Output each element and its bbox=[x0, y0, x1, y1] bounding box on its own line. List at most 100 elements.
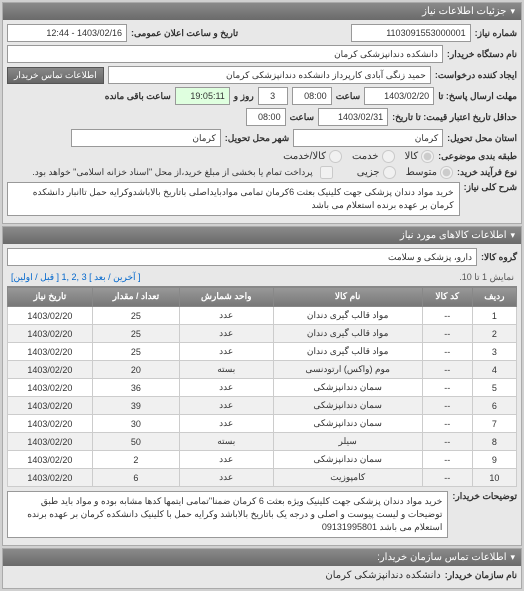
table-row[interactable]: 7--سمان دندانپزشکیعدد301403/02/20 bbox=[8, 415, 517, 433]
table-cell: عدد bbox=[179, 307, 273, 325]
table-cell: سمان دندانپزشکی bbox=[273, 379, 422, 397]
remain-time: 19:05:11 bbox=[175, 87, 230, 105]
goods-table: ردیفکد کالانام کالاواحد شمارشتعداد / مقد… bbox=[7, 286, 517, 487]
table-cell: 50 bbox=[92, 433, 179, 451]
table-cell: 36 bbox=[92, 379, 179, 397]
table-cell: 25 bbox=[92, 343, 179, 361]
request-no-label: شماره نیاز: bbox=[475, 28, 517, 39]
table-cell: سیلر bbox=[273, 433, 422, 451]
page-link[interactable]: [ آخرین / بعد ] 3 ,2 ,1 [ قبل / اولین] bbox=[11, 272, 141, 282]
table-row[interactable]: 4--موم (واکس) ارتودنسیبسته201403/02/20 bbox=[8, 361, 517, 379]
time-label2: ساعت bbox=[290, 112, 315, 123]
remain-label2: ساعت باقی مانده bbox=[105, 91, 171, 102]
table-cell: موم (واکس) ارتودنسی bbox=[273, 361, 422, 379]
buyer-contact-panel: ▾ اطلاعات تماس سازمان خریدار: نام سازمان… bbox=[2, 548, 522, 589]
table-cell: 2 bbox=[472, 325, 516, 343]
table-cell: سمان دندانپزشکی bbox=[273, 415, 422, 433]
table-header: تاریخ نیاز bbox=[8, 287, 93, 307]
table-cell: 25 bbox=[92, 307, 179, 325]
table-cell: -- bbox=[422, 397, 472, 415]
radio-medium[interactable]: متوسط bbox=[406, 166, 453, 179]
table-cell: -- bbox=[422, 433, 472, 451]
table-row[interactable]: 10--کامپوزیتعدد61403/02/20 bbox=[8, 469, 517, 487]
table-cell: سمان دندانپزشکی bbox=[273, 451, 422, 469]
notes-value: خرید مواد دندان پزشکی جهت کلینیک ویژه بع… bbox=[7, 491, 448, 538]
buyer-device-value: دانشکده دندانپزشکی کرمان bbox=[7, 45, 443, 63]
table-cell: عدد bbox=[179, 379, 273, 397]
table-row[interactable]: 9--سمان دندانپزشکیعدد21403/02/20 bbox=[8, 451, 517, 469]
table-cell: 1403/02/20 bbox=[8, 307, 93, 325]
table-cell: -- bbox=[422, 469, 472, 487]
buy-type-label: نوع فرآیند خرید: bbox=[457, 167, 517, 178]
day-label: روز و bbox=[234, 91, 254, 102]
panel-title-goods: اطلاعات کالاهای مورد نیاز bbox=[400, 230, 507, 241]
table-cell: مواد قالب گیری دندان bbox=[273, 307, 422, 325]
panel-title-contact: اطلاعات تماس سازمان خریدار: bbox=[377, 552, 506, 563]
table-cell: 2 bbox=[92, 451, 179, 469]
table-cell: 6 bbox=[92, 469, 179, 487]
table-cell: -- bbox=[422, 379, 472, 397]
table-cell: 1403/02/20 bbox=[8, 379, 93, 397]
buyer-device-label: نام دستگاه خریدار: bbox=[447, 49, 517, 60]
table-cell: -- bbox=[422, 343, 472, 361]
requester-value: حمید زنگی آبادی کارپرداز دانشکده دندانپز… bbox=[108, 66, 431, 84]
table-cell: 1403/02/20 bbox=[8, 361, 93, 379]
table-cell: 6 bbox=[472, 397, 516, 415]
contact-buyer-button[interactable]: اطلاعات تماس خریدار bbox=[7, 67, 104, 84]
table-cell: 30 bbox=[92, 415, 179, 433]
panel-header-contact[interactable]: ▾ اطلاعات تماس سازمان خریدار: bbox=[3, 549, 521, 566]
validity-time: 08:00 bbox=[246, 108, 286, 126]
request-details-panel: ▾ جزئیات اطلاعات نیاز شماره نیاز: 110309… bbox=[2, 2, 522, 224]
budget-row-label: طبقه بندی موضوعی: bbox=[438, 151, 517, 162]
radio-goods[interactable]: کالا bbox=[405, 150, 435, 163]
table-cell: 10 bbox=[472, 469, 516, 487]
table-cell: عدد bbox=[179, 415, 273, 433]
table-row[interactable]: 3--مواد قالب گیری دندانعدد251403/02/20 bbox=[8, 343, 517, 361]
group-label: گروه کالا: bbox=[481, 252, 517, 263]
delivery-state: کرمان bbox=[293, 129, 443, 147]
table-row[interactable]: 5--سمان دندانپزشکیعدد361403/02/20 bbox=[8, 379, 517, 397]
table-row[interactable]: 6--سمان دندانپزشکیعدد391403/02/20 bbox=[8, 397, 517, 415]
table-cell: کامپوزیت bbox=[273, 469, 422, 487]
request-no-value: 1103091553000001 bbox=[351, 24, 471, 42]
table-row[interactable]: 8--سیلربسته501403/02/20 bbox=[8, 433, 517, 451]
desc-value: خرید مواد دندان پزشکی جهت کلینیک بعثت 6ک… bbox=[7, 182, 460, 216]
table-cell: عدد bbox=[179, 451, 273, 469]
validity-date: 1403/02/31 bbox=[318, 108, 388, 126]
table-header: واحد شمارش bbox=[179, 287, 273, 307]
table-header: ردیف bbox=[472, 287, 516, 307]
deadline-time: 08:00 bbox=[292, 87, 332, 105]
table-row[interactable]: 1--مواد قالب گیری دندانعدد251403/02/20 bbox=[8, 307, 517, 325]
table-cell: مواد قالب گیری دندان bbox=[273, 325, 422, 343]
announce-value: 1403/02/16 - 12:44 bbox=[7, 24, 127, 42]
pagination: نمایش 1 تا 10. [ آخرین / بعد ] 3 ,2 ,1 [… bbox=[7, 269, 517, 286]
notes-label: توضیحات خریدار: bbox=[452, 491, 517, 502]
desc-label: شرح کلی نیاز: bbox=[464, 182, 517, 193]
table-cell: 7 bbox=[472, 415, 516, 433]
radio-service[interactable]: خدمت bbox=[352, 150, 395, 163]
radio-small[interactable]: جزیی bbox=[357, 166, 396, 179]
panel-header-goods[interactable]: ▾ اطلاعات کالاهای مورد نیاز bbox=[3, 227, 521, 244]
table-cell: 1 bbox=[472, 307, 516, 325]
table-cell: 1403/02/20 bbox=[8, 397, 93, 415]
goods-panel: ▾ اطلاعات کالاهای مورد نیاز گروه کالا: د… bbox=[2, 226, 522, 546]
deadline-date: 1403/02/20 bbox=[364, 87, 434, 105]
radio-both[interactable]: کالا/خدمت bbox=[283, 150, 342, 163]
table-cell: 8 bbox=[472, 433, 516, 451]
table-cell: 9 bbox=[472, 451, 516, 469]
table-cell: عدد bbox=[179, 397, 273, 415]
panel-title: جزئیات اطلاعات نیاز bbox=[422, 6, 506, 17]
table-cell: سمان دندانپزشکی bbox=[273, 397, 422, 415]
panel-header-details[interactable]: ▾ جزئیات اطلاعات نیاز bbox=[3, 3, 521, 20]
payment-checkbox[interactable]: پرداخت تمام یا بخشی از مبلغ خرید،از محل … bbox=[32, 166, 332, 179]
table-cell: 39 bbox=[92, 397, 179, 415]
table-header: کد کالا bbox=[422, 287, 472, 307]
table-row[interactable]: 2--مواد قالب گیری دندانعدد251403/02/20 bbox=[8, 325, 517, 343]
table-cell: عدد bbox=[179, 469, 273, 487]
table-cell: -- bbox=[422, 361, 472, 379]
table-cell: 3 bbox=[472, 343, 516, 361]
delivery-city: کرمان bbox=[71, 129, 221, 147]
table-cell: عدد bbox=[179, 325, 273, 343]
table-cell: عدد bbox=[179, 343, 273, 361]
announce-label: تاریخ و ساعت اعلان عمومی: bbox=[131, 28, 238, 39]
